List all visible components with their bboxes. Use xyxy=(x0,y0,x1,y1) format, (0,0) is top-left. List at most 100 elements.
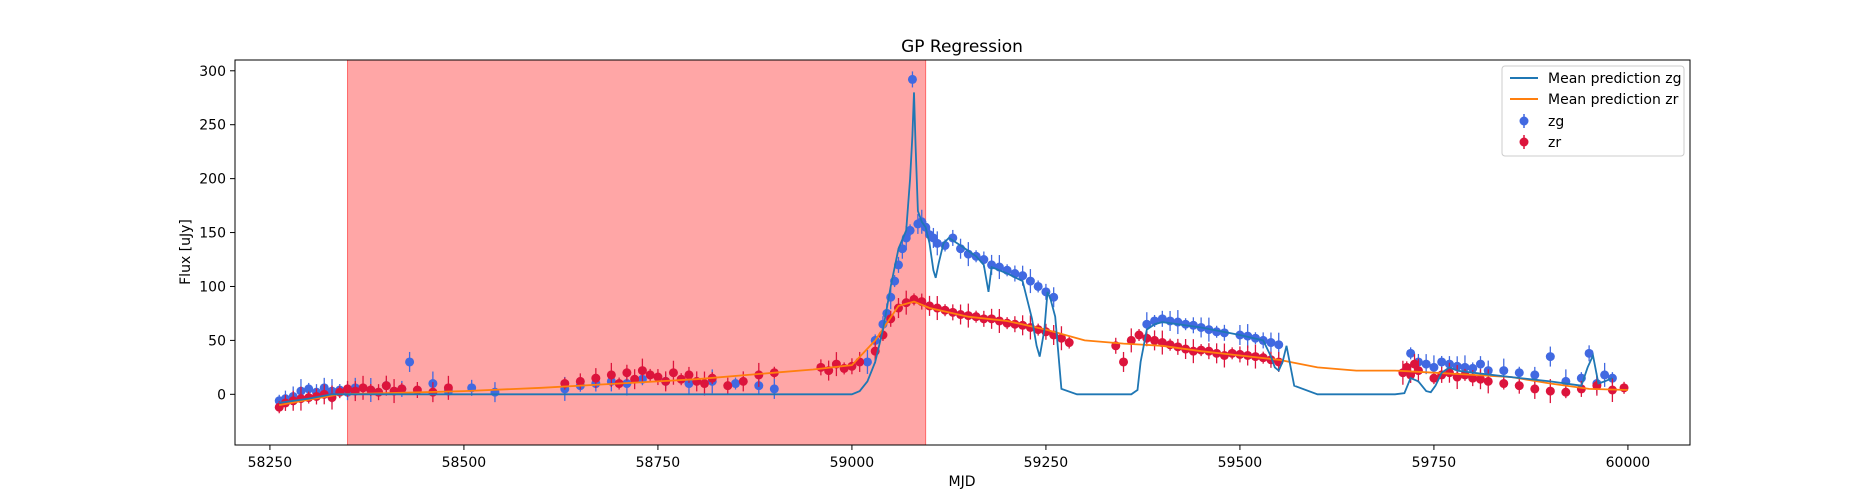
zg-point xyxy=(1437,357,1447,367)
mean-prediction-zg-line xyxy=(279,92,1613,404)
mean-lines-layer xyxy=(279,92,1628,406)
zr-point xyxy=(606,370,616,380)
zr-point xyxy=(591,373,601,383)
zr-point xyxy=(1219,350,1229,360)
zg-point xyxy=(905,225,915,235)
zg-point xyxy=(1157,314,1167,324)
x-tick-label: 59750 xyxy=(1412,455,1457,471)
zr-point xyxy=(366,385,376,395)
zg-point xyxy=(1475,359,1485,369)
zg-point xyxy=(1468,363,1478,373)
zr-point xyxy=(630,374,640,384)
y-tick-label: 100 xyxy=(199,279,226,295)
legend-label-mean-zg: Mean prediction zg xyxy=(1548,71,1682,87)
chart-title: GP Regression xyxy=(901,37,1023,57)
x-tick-label: 60000 xyxy=(1606,455,1651,471)
zr-point xyxy=(699,379,709,389)
zg-point xyxy=(1018,271,1028,281)
zr-point xyxy=(1483,376,1493,386)
zr-point xyxy=(1545,386,1555,396)
zr-point xyxy=(575,376,585,386)
zr-point xyxy=(723,381,733,391)
zr-point xyxy=(397,384,407,394)
zg-point xyxy=(1266,338,1276,348)
x-axis: 58250 58500 58750 59000 59250 59500 59750 60000 xyxy=(248,445,1651,471)
plot-frame xyxy=(234,59,1691,446)
legend-box xyxy=(1501,65,1685,157)
zg-point xyxy=(1460,362,1470,372)
legend-label-mean-zr: Mean prediction zr xyxy=(1548,92,1679,108)
x-tick-label: 58750 xyxy=(636,455,681,471)
legend-swatch-zr xyxy=(1519,137,1529,147)
zr-point xyxy=(637,366,647,376)
zg-point xyxy=(1514,368,1524,378)
zg-point xyxy=(1421,359,1431,369)
zr-point xyxy=(1619,383,1629,393)
zr-point xyxy=(1514,381,1524,391)
zg-point xyxy=(684,379,694,389)
zr-point xyxy=(855,357,865,367)
zg-point xyxy=(405,357,415,367)
zr-point xyxy=(1561,387,1571,397)
zr-point xyxy=(343,384,353,394)
x-tick-label: 58500 xyxy=(442,455,487,471)
y-tick-label: 200 xyxy=(199,172,226,188)
zr-point xyxy=(1056,333,1066,343)
zr-point xyxy=(668,368,678,378)
zg-point xyxy=(948,233,958,243)
zg-point xyxy=(1545,352,1555,362)
zr-point xyxy=(816,362,826,372)
mean-prediction-zr-line xyxy=(279,300,1628,406)
zg-point xyxy=(1033,281,1043,291)
legend: Mean prediction zg Mean prediction zr zg… xyxy=(1501,65,1685,157)
zr-point xyxy=(1410,359,1420,369)
zg-point xyxy=(304,384,314,394)
zr-point xyxy=(1402,362,1412,372)
zr-point xyxy=(1134,330,1144,340)
y-tick-label: 300 xyxy=(199,64,226,80)
zr-point xyxy=(374,387,384,397)
zg-point xyxy=(907,74,917,84)
y-tick-label: 50 xyxy=(208,333,226,349)
zr-point xyxy=(1530,384,1540,394)
x-tick-label: 59500 xyxy=(1218,455,1263,471)
zg-point xyxy=(1584,348,1594,358)
x-tick-label: 59000 xyxy=(830,455,875,471)
zr-point xyxy=(1064,338,1074,348)
zr-point xyxy=(1475,374,1485,384)
zg-point xyxy=(1142,319,1152,329)
zg-point xyxy=(1274,340,1284,350)
zr-point xyxy=(738,376,748,386)
zr-point xyxy=(1119,357,1129,367)
y-axis-label: Flux [uJy] xyxy=(178,219,194,285)
zr-point xyxy=(653,372,663,382)
zr-point xyxy=(1406,370,1416,380)
zr-point xyxy=(1429,373,1439,383)
y-tick-label: 0 xyxy=(217,387,226,403)
zr-point xyxy=(443,383,453,393)
zg-point xyxy=(769,384,779,394)
zr-point xyxy=(1413,366,1423,376)
y-tick-label: 250 xyxy=(199,118,226,134)
zg-point xyxy=(1530,370,1540,380)
zg-point xyxy=(1600,370,1610,380)
zr-point xyxy=(1150,335,1160,345)
y-tick-label: 150 xyxy=(199,226,226,242)
zg-point xyxy=(862,357,872,367)
zr-point xyxy=(754,370,764,380)
zr-point xyxy=(1126,335,1136,345)
legend-label-zg: zg xyxy=(1548,114,1564,130)
x-tick-label: 59250 xyxy=(1024,455,1069,471)
zg-point xyxy=(932,238,942,248)
zr-point xyxy=(1499,379,1509,389)
zg-point xyxy=(1429,362,1439,372)
zr-point xyxy=(622,368,632,378)
x-axis-label: MJD xyxy=(949,474,976,490)
zr-point xyxy=(358,383,368,393)
zg-point xyxy=(1025,276,1035,286)
zr-point xyxy=(1227,348,1237,358)
legend-swatch-zg xyxy=(1519,116,1529,126)
zg-point xyxy=(1406,348,1416,358)
zg-point xyxy=(731,379,741,389)
